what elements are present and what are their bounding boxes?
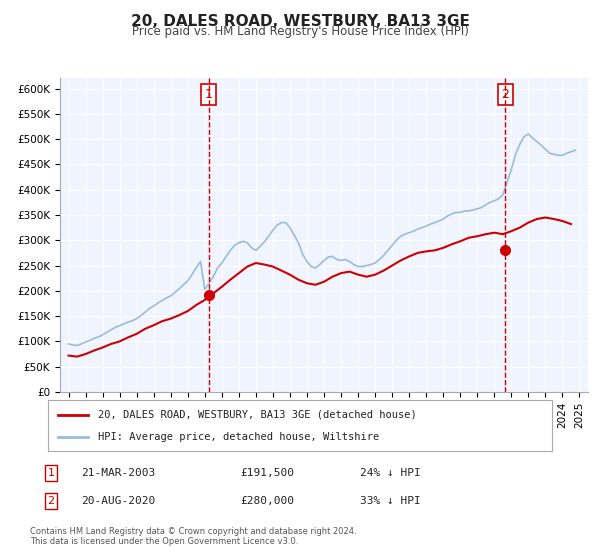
Text: 21-MAR-2003: 21-MAR-2003: [81, 468, 155, 478]
Text: 24% ↓ HPI: 24% ↓ HPI: [360, 468, 421, 478]
Text: 20, DALES ROAD, WESTBURY, BA13 3GE (detached house): 20, DALES ROAD, WESTBURY, BA13 3GE (deta…: [98, 409, 417, 419]
Text: £191,500: £191,500: [240, 468, 294, 478]
Text: Contains HM Land Registry data © Crown copyright and database right 2024.
This d: Contains HM Land Registry data © Crown c…: [30, 526, 356, 546]
Text: 20, DALES ROAD, WESTBURY, BA13 3GE: 20, DALES ROAD, WESTBURY, BA13 3GE: [131, 14, 469, 29]
Text: 1: 1: [205, 88, 212, 101]
Text: £280,000: £280,000: [240, 496, 294, 506]
Text: 20-AUG-2020: 20-AUG-2020: [81, 496, 155, 506]
Text: Price paid vs. HM Land Registry's House Price Index (HPI): Price paid vs. HM Land Registry's House …: [131, 25, 469, 38]
Text: 33% ↓ HPI: 33% ↓ HPI: [360, 496, 421, 506]
Text: 2: 2: [501, 88, 509, 101]
Text: 1: 1: [47, 468, 55, 478]
Text: 2: 2: [47, 496, 55, 506]
Text: HPI: Average price, detached house, Wiltshire: HPI: Average price, detached house, Wilt…: [98, 432, 380, 442]
